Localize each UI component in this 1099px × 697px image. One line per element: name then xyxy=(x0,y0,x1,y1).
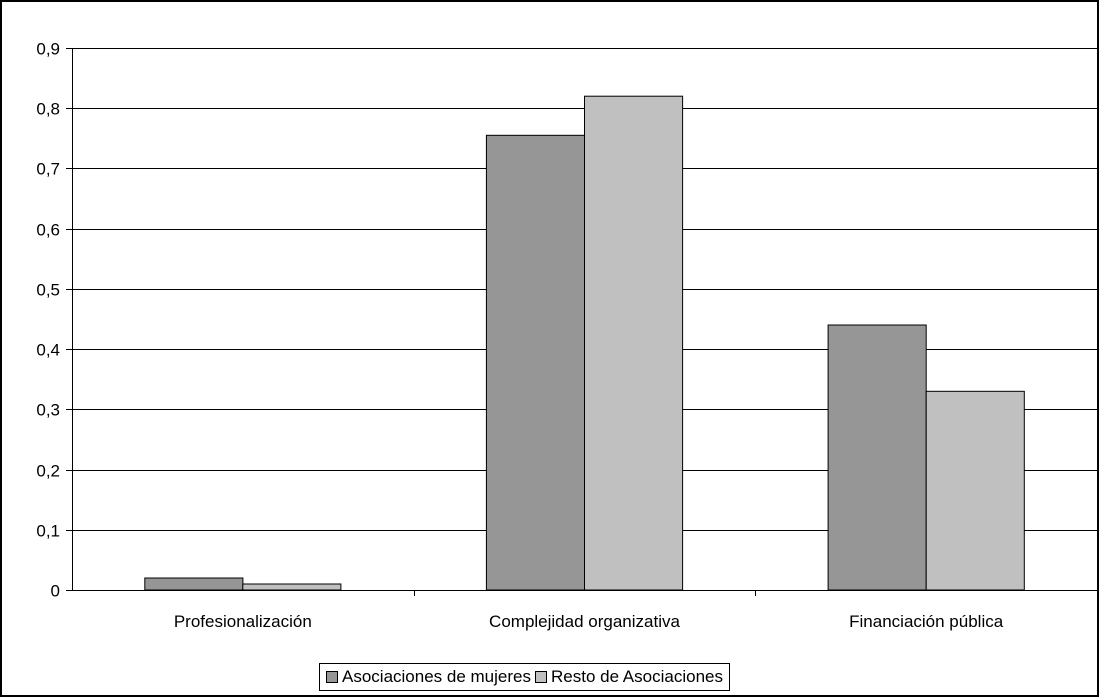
y-tick-label-0: 0 xyxy=(51,582,60,601)
legend-label-series-0: Asociaciones de mujeres xyxy=(342,667,531,686)
bars xyxy=(144,95,1025,591)
y-tick-label-1: 0,1 xyxy=(36,522,60,541)
y-tick-label-7: 0,7 xyxy=(36,160,60,179)
y-tick-label-6: 0,6 xyxy=(36,221,60,240)
y-tick-label-5: 0,5 xyxy=(36,281,60,300)
y-axis-ticks: 0 0,1 0,2 0,3 0,4 0,5 0,6 0,7 0,8 0,9 xyxy=(36,40,72,601)
legend-item-series-1: Resto de Asociaciones xyxy=(534,667,723,687)
y-tick-label-9: 0,9 xyxy=(36,40,60,59)
bar-series-0-cat-1 xyxy=(485,134,585,591)
legend-swatch-series-1 xyxy=(534,671,547,683)
bar-series-1-cat-2 xyxy=(925,390,1025,591)
legend-swatch-series-0 xyxy=(326,671,338,683)
bar-series-1-cat-0 xyxy=(242,583,342,591)
bar-series-1-cat-1 xyxy=(584,95,684,591)
x-category-label-1: Complejidad organizativa xyxy=(489,612,680,631)
x-category-label-0: Profesionalización xyxy=(174,612,312,631)
x-category-label-2: Financiación pública xyxy=(849,612,1004,631)
bar-series-0-cat-2 xyxy=(827,324,927,591)
y-tick-label-4: 0,4 xyxy=(36,341,60,360)
legend-label-series-1: Resto de Asociaciones xyxy=(550,667,723,686)
axes xyxy=(72,48,1097,591)
y-tick-label-2: 0,2 xyxy=(36,462,60,481)
legend-item-series-0: Asociaciones de mujeres xyxy=(326,667,531,687)
bar-series-0-cat-0 xyxy=(144,577,244,591)
legend: Asociaciones de mujeres Resto de Asociac… xyxy=(319,663,730,691)
x-axis-categories: Profesionalización Complejidad organizati… xyxy=(174,590,1004,631)
y-tick-label-3: 0,3 xyxy=(36,401,60,420)
y-tick-label-8: 0,8 xyxy=(36,100,60,119)
